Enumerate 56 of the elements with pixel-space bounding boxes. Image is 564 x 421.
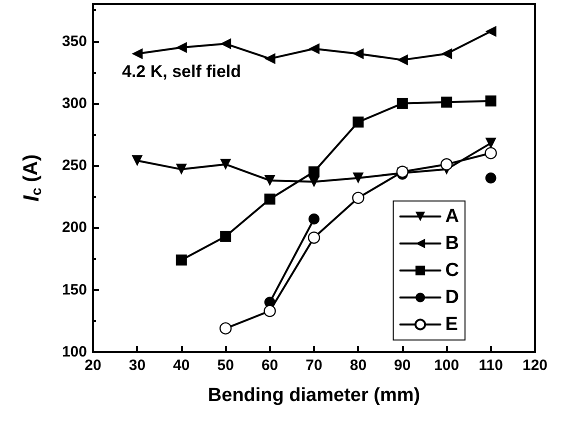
x-tick-label: 100: [434, 357, 460, 374]
point: [308, 43, 320, 54]
point: [352, 48, 364, 60]
point: [220, 230, 232, 242]
x-tick-label: 80: [350, 357, 367, 374]
y-tick-label: 350: [62, 32, 87, 50]
x-tick-label: 110: [478, 357, 503, 374]
point: [308, 166, 320, 178]
point: [485, 95, 496, 106]
point: [220, 158, 232, 170]
point: [264, 194, 276, 205]
point: [308, 232, 320, 244]
point: [441, 96, 452, 108]
point: [264, 174, 276, 186]
x-tick-label: 70: [306, 357, 322, 374]
point: [176, 164, 187, 175]
y-tick-label: 200: [62, 219, 87, 236]
point: [440, 158, 453, 170]
point: [352, 172, 364, 184]
y-tick-label: 300: [62, 94, 87, 112]
point: [485, 138, 496, 149]
x-tick-label: 20: [84, 357, 102, 374]
point: [176, 254, 187, 266]
point: [396, 98, 408, 109]
x-tick-label: 90: [394, 357, 411, 374]
y-tick-label: 250: [62, 157, 87, 174]
point: [441, 48, 452, 60]
x-axis-title: Bending diameter (mm): [208, 385, 420, 406]
point: [308, 214, 320, 225]
legend-label: A: [445, 206, 460, 227]
point: [220, 322, 232, 334]
x-tick-label: 120: [522, 357, 548, 374]
y-tick-label: 100: [62, 344, 87, 360]
legend-label: B: [445, 233, 460, 254]
legend-label: E: [445, 314, 458, 335]
x-tick-label: 40: [173, 357, 190, 374]
x-tick-label: 30: [128, 357, 146, 374]
y-axis-title: Ic (A): [18, 154, 44, 202]
point: [264, 53, 276, 64]
point: [220, 38, 232, 50]
point: [176, 42, 187, 53]
annotation: 4.2 K, self field: [122, 62, 242, 81]
legend-label: D: [445, 287, 460, 308]
x-tick-label: 60: [261, 357, 278, 374]
point: [484, 147, 497, 160]
point: [352, 192, 364, 204]
point: [352, 116, 364, 128]
point: [132, 155, 143, 166]
point: [485, 26, 496, 37]
x-tick-label: 50: [217, 357, 234, 374]
point: [396, 54, 408, 66]
y-tick-label: 150: [62, 281, 87, 298]
point: [132, 48, 143, 60]
legend-label: C: [445, 260, 460, 281]
point: [485, 172, 496, 184]
point: [264, 304, 276, 318]
